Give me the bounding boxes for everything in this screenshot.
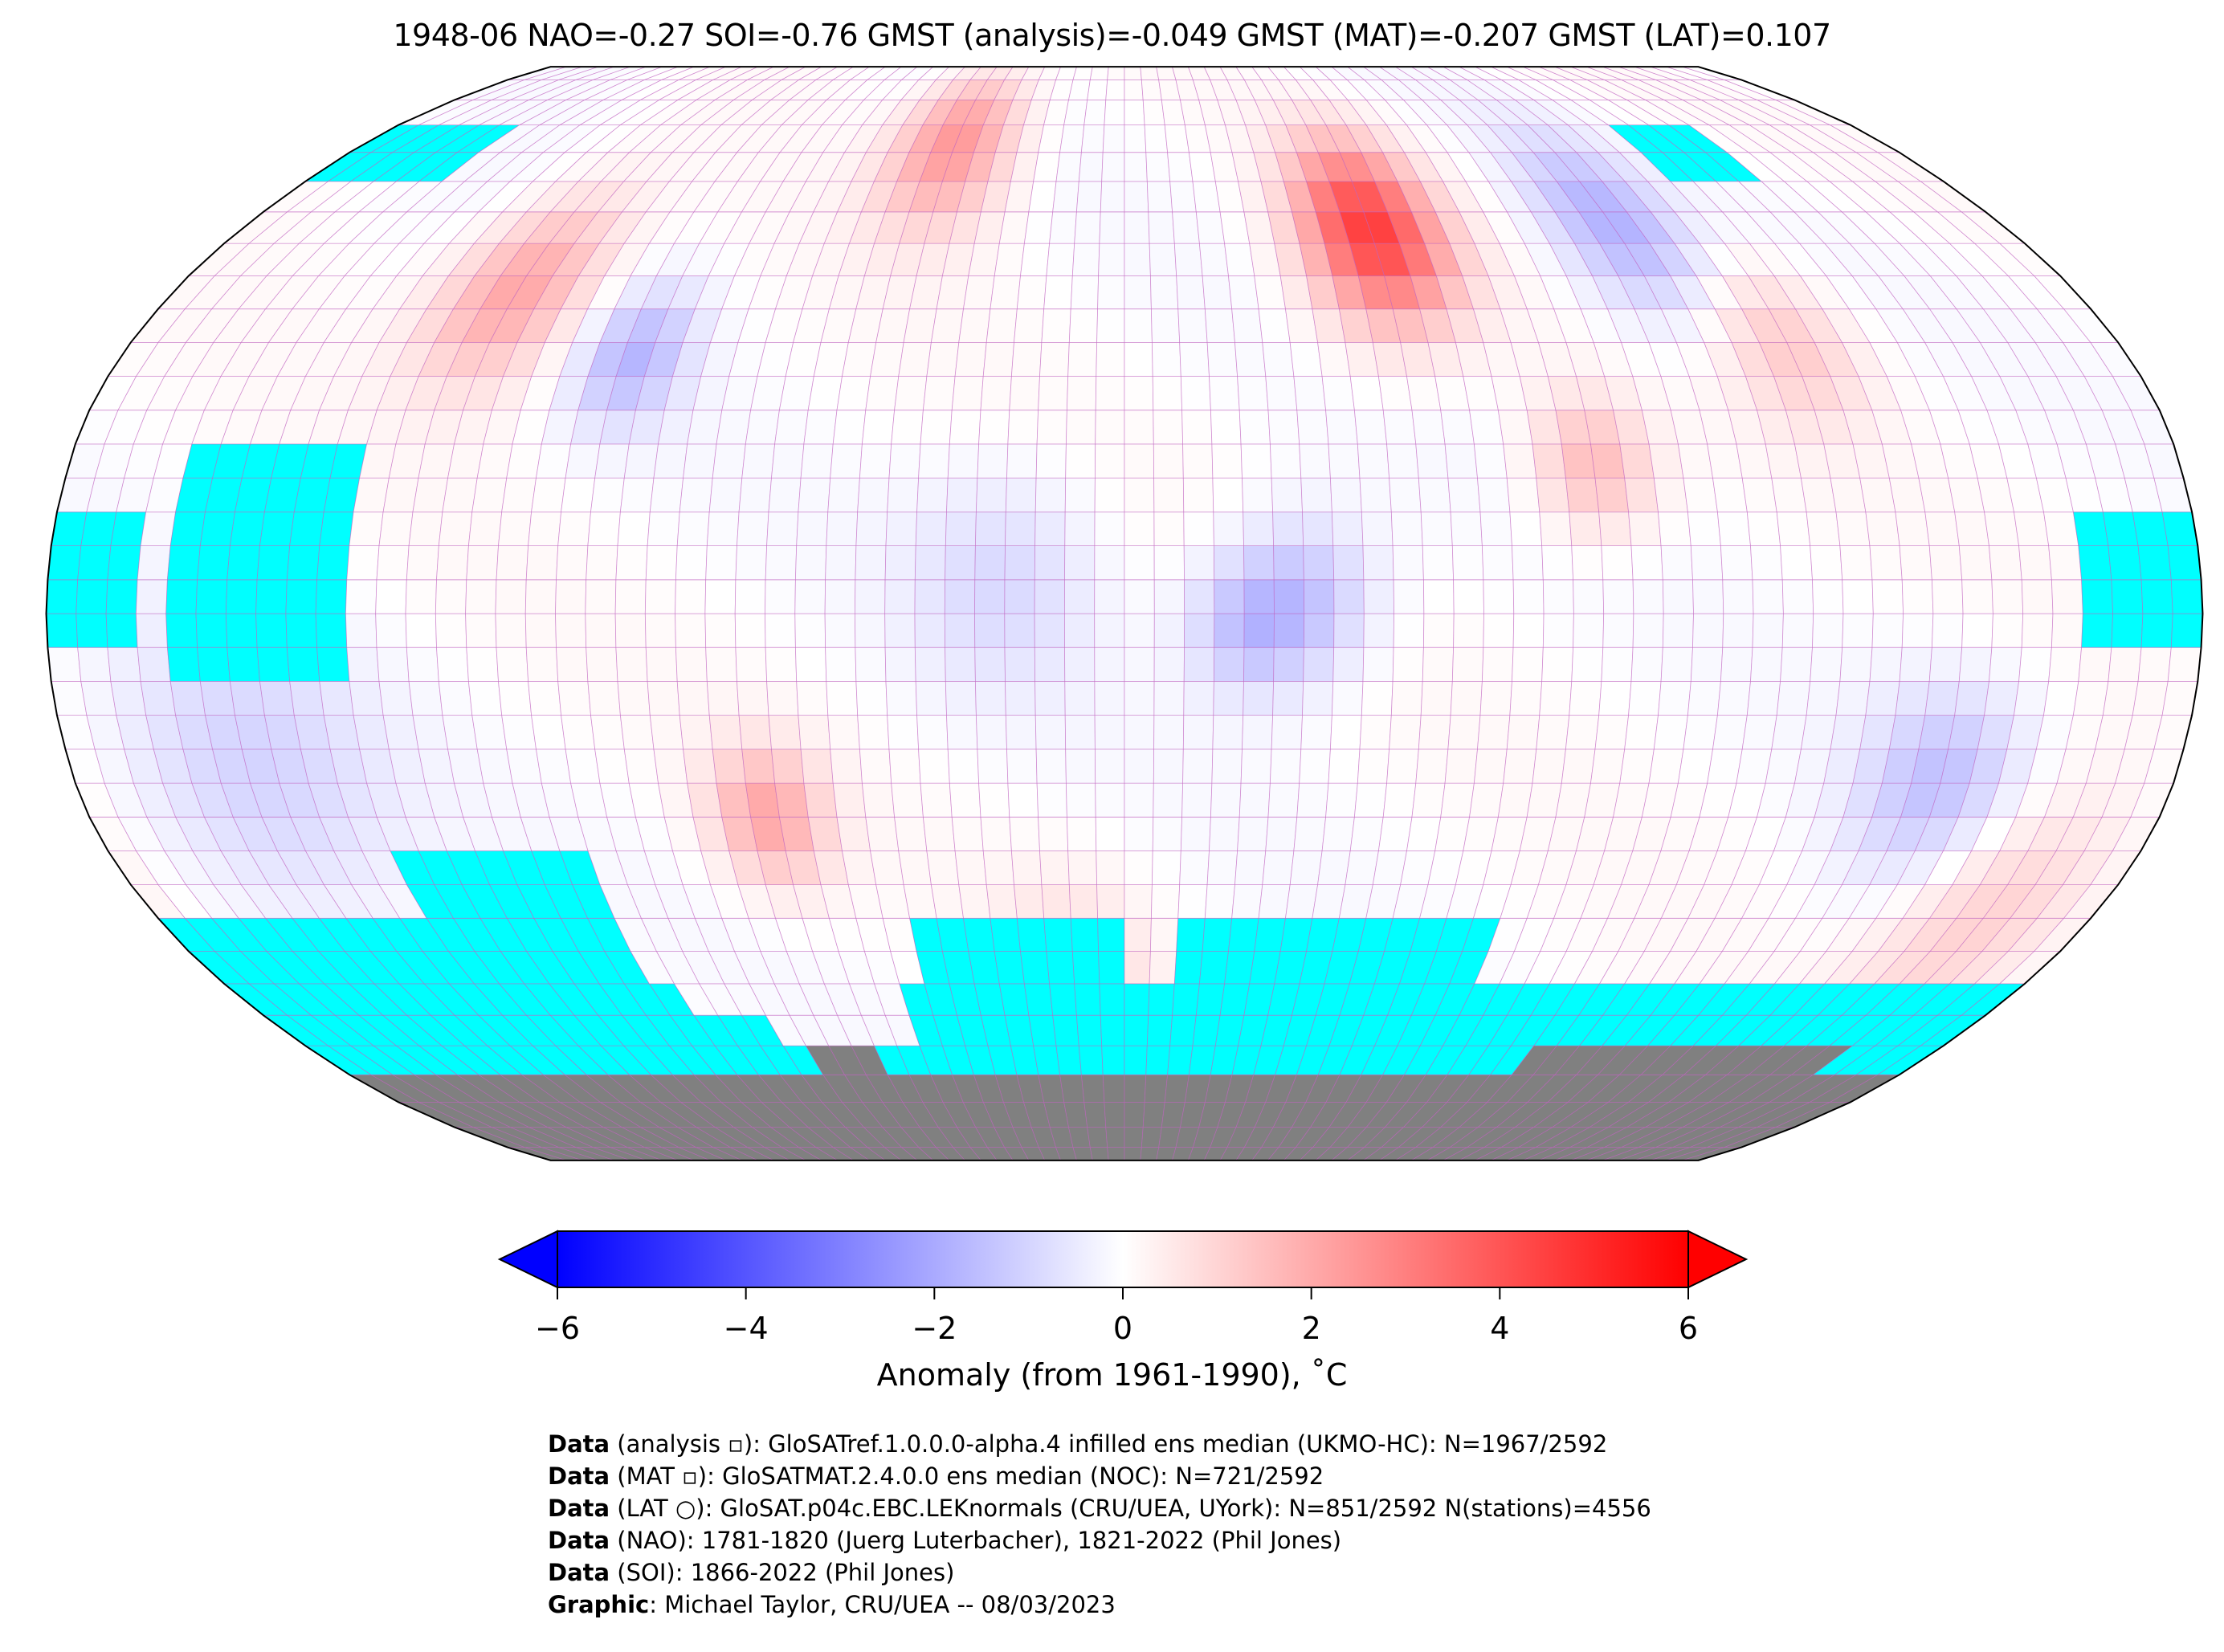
colorbar-tick-label: 2 <box>1301 1311 1321 1346</box>
colorbar-extend-low <box>497 1230 558 1289</box>
colorbar-tick-label: 6 <box>1678 1311 1699 1346</box>
colorbar-extend-high <box>1687 1230 1749 1289</box>
colorbar-tick-label: −2 <box>912 1311 957 1346</box>
colorbar-tick-label: 4 <box>1490 1311 1510 1346</box>
colorbar <box>497 1230 1749 1299</box>
colorbar-tick-label: −6 <box>534 1311 581 1346</box>
credit-line: Data (LAT ○): GloSAT.p04c.EBC.LEKnormals… <box>548 1495 1651 1522</box>
credit-line: Data (analysis ▫): GloSATref.1.0.0.0-alp… <box>548 1430 1608 1458</box>
colorbar-gradient <box>557 1230 1689 1288</box>
credit-line: Graphic: Michael Taylor, CRU/UEA -- 08/0… <box>548 1591 1116 1618</box>
credit-line: Data (MAT ▫): GloSATMAT.2.4.0.0 ens medi… <box>548 1462 1324 1490</box>
colorbar-tick-label: 0 <box>1112 1311 1133 1346</box>
colorbar-tick-label: −4 <box>723 1311 769 1346</box>
map-outline <box>45 66 2204 1161</box>
colorbar-label: Anomaly (from 1961-1990), ˚C <box>876 1357 1348 1393</box>
map-cells <box>46 66 2203 1161</box>
credit-line: Data (SOI): 1866-2022 (Phil Jones) <box>548 1559 955 1586</box>
data-credits: Data (analysis ▫): GloSATref.1.0.0.0-alp… <box>548 1428 1651 1621</box>
credit-line: Data (NAO): 1781-1820 (Juerg Luterbacher… <box>548 1527 1342 1554</box>
anomaly-map <box>45 66 2204 1161</box>
figure-title: 1948-06 NAO=-0.27 SOI=-0.76 GMST (analys… <box>393 18 1831 53</box>
